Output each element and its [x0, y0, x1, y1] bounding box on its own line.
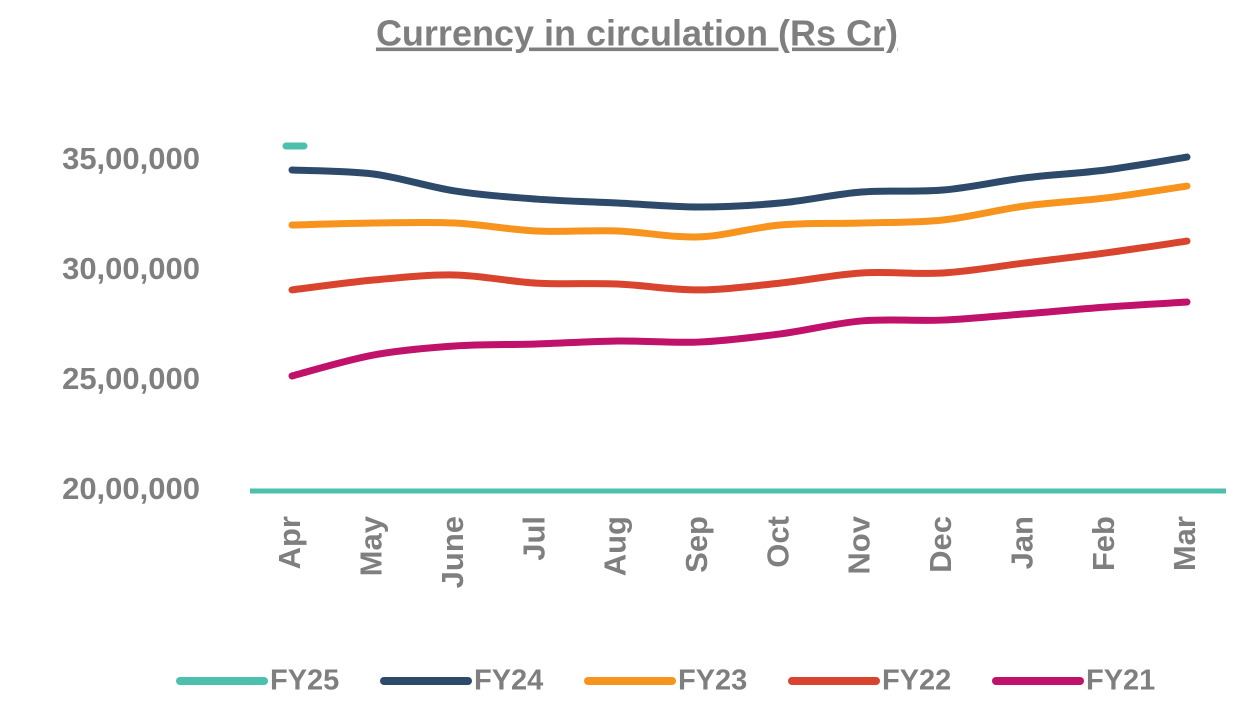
legend-label: FY24 — [474, 665, 543, 697]
series-line — [288, 182, 1191, 241]
x-tick-label: June — [435, 516, 470, 588]
x-tick-label: Mar — [1167, 516, 1202, 571]
x-tick-label: May — [354, 515, 389, 576]
x-tick-label: Jul — [516, 516, 551, 561]
legend-label: FY25 — [270, 665, 339, 697]
x-tick-label: Oct — [760, 516, 795, 568]
x-tick-label: Nov — [842, 515, 877, 574]
x-tick-label: Feb — [1086, 516, 1121, 571]
series-line — [288, 237, 1191, 294]
legend-label: FY21 — [1086, 665, 1155, 697]
y-tick-label: 25,00,000 — [62, 361, 200, 396]
x-tick-label: Jan — [1004, 516, 1039, 569]
chart-title: Currency in circulation (Rs Cr) — [376, 13, 898, 54]
x-tick-label: Dec — [923, 516, 958, 573]
y-tick-label: 35,00,000 — [62, 141, 200, 176]
series-line — [288, 153, 1191, 211]
x-tick-label: Aug — [598, 516, 633, 576]
y-tick-label: 20,00,000 — [62, 471, 200, 506]
x-tick-label: Sep — [679, 516, 714, 573]
legend-label: FY22 — [882, 665, 951, 697]
y-tick-label: 30,00,000 — [62, 251, 200, 286]
x-tick-label: Apr — [272, 516, 307, 569]
legend-label: FY23 — [678, 665, 747, 697]
series-line — [288, 298, 1191, 380]
